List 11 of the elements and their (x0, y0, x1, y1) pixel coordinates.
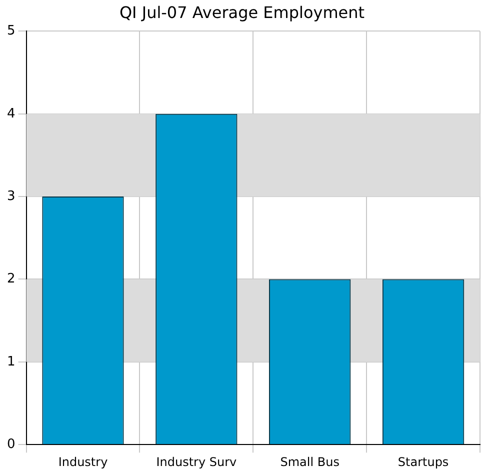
x-tick-label: Industry (58, 454, 108, 469)
y-tick-label: 3 (6, 188, 16, 204)
x-tick-label: Startups (398, 454, 449, 469)
y-tick-label: 0 (6, 436, 16, 452)
y-tick-label: 2 (6, 272, 16, 287)
chart-title: QI Jul-07 Average Employment (119, 2, 365, 22)
y-tick-label: 4 (6, 106, 16, 122)
y-tick-label: 5 (6, 24, 16, 39)
y-tick-label: 1 (6, 354, 16, 370)
x-tick-label: Small Bus (280, 454, 340, 469)
x-tick-label: Industry Surv (156, 454, 237, 469)
